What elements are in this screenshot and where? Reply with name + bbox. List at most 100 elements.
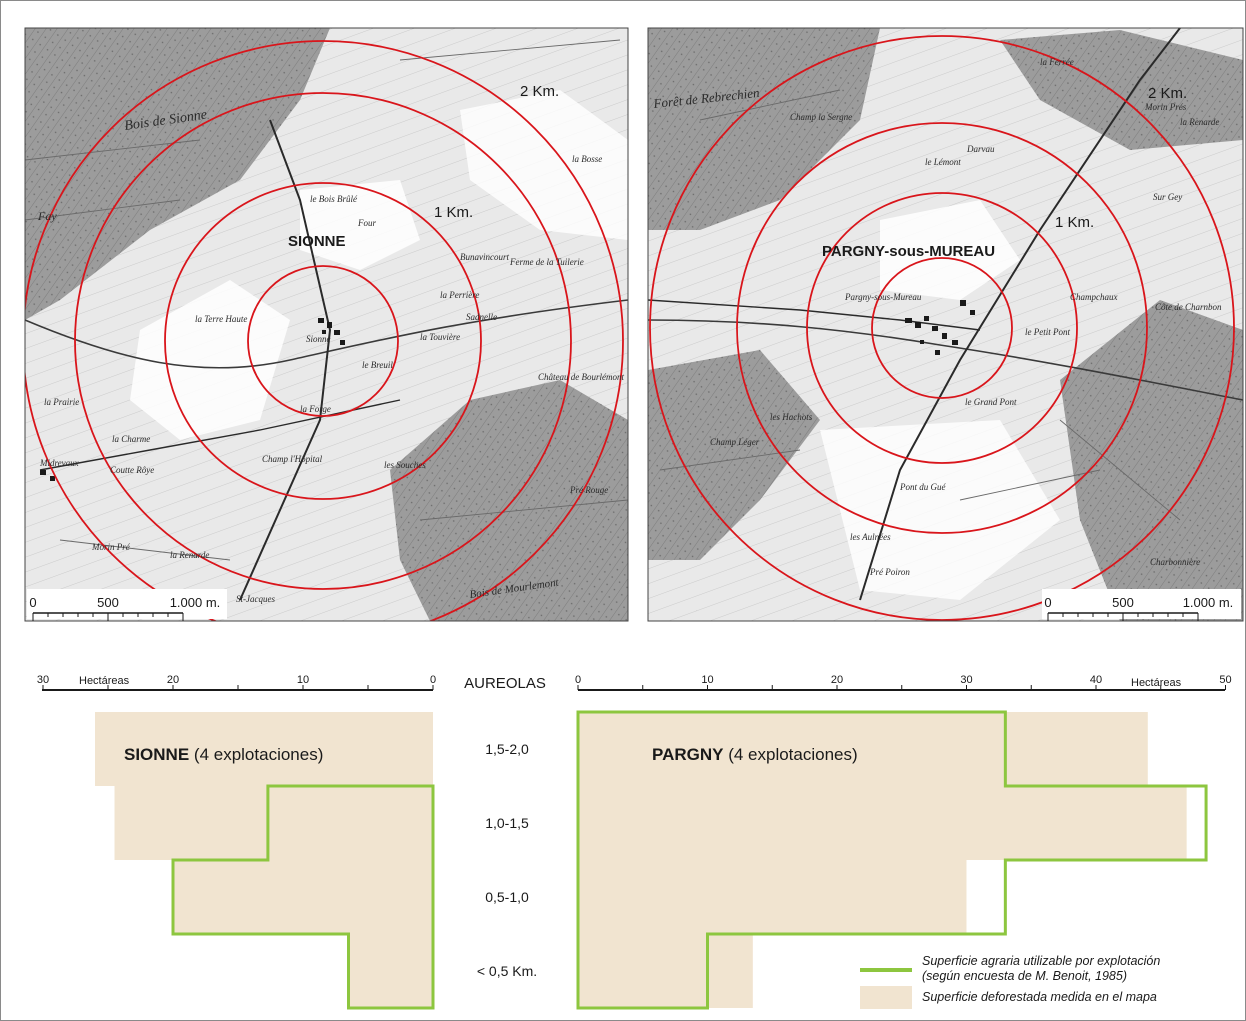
sionne-agrarian-outline — [171, 784, 435, 1010]
place-name: Côte de Charnbon — [1155, 302, 1222, 312]
place-name: Pont du Gué — [899, 482, 946, 492]
left-unit-label: Hectáreas — [79, 675, 130, 687]
place-name: Coutte Rôye — [110, 465, 154, 475]
place-name: St-Jacques — [236, 594, 275, 604]
sionne-deforested-bar — [348, 934, 433, 1008]
place-name: le Petit Pont — [1025, 327, 1070, 337]
road — [239, 119, 332, 601]
panel-title-pargny: PARGNY (4 explotaciones) — [652, 745, 858, 764]
scale-tick-0: 0 — [1044, 595, 1051, 610]
left-axis-tick-label: 0 — [430, 674, 436, 686]
right-axis: 0 10 20 30 40 50 — [575, 674, 1232, 691]
pargny-deforested-bar — [578, 786, 1187, 860]
right-axis-tick-label: 10 — [701, 674, 713, 686]
panel-title-pargny-name: PARGNY — [652, 745, 724, 764]
left-axis: 30 20 10 0 — [37, 674, 436, 691]
panel-title-sionne-name: SIONNE — [124, 745, 189, 764]
sionne-deforested-bar — [95, 712, 433, 786]
forest-area — [1000, 30, 1243, 150]
forest-area — [648, 28, 880, 230]
sionne-deforested-bar — [114, 786, 433, 860]
place-name: les Hachots — [770, 412, 813, 422]
ring-label-2km: 2 Km. — [520, 83, 559, 100]
right-axis-tick-label: 40 — [1090, 674, 1102, 686]
right-axis-tick-label: 0 — [575, 674, 581, 686]
map-pargny-border — [647, 27, 1244, 622]
legend-fill-swatch — [860, 986, 912, 1009]
left-axis-tick-label: 20 — [167, 674, 179, 686]
distance-rings — [649, 35, 1235, 621]
road — [648, 299, 981, 331]
pargny-deforested-bar — [578, 712, 1148, 786]
scale-ticks — [32, 613, 184, 621]
place-name: le Breuil — [362, 360, 393, 370]
category-labels: 1,5-2,0 1,0-1,5 0,5-1,0 < 0,5 Km. — [477, 741, 537, 979]
place-name: Morin Prés — [1144, 102, 1187, 112]
place-name: Fay — [37, 209, 57, 223]
place-name: la Renarde — [1180, 117, 1219, 127]
scale-tick-0: 0 — [29, 595, 36, 610]
ring-label-1km: 1 Km. — [434, 204, 473, 221]
place-name: Sadnelle — [466, 312, 497, 322]
place-name: les Aulnées — [850, 532, 891, 542]
left-axis-tick-label: 10 — [297, 674, 309, 686]
place-name: la Prairie — [44, 397, 79, 407]
place-name: Bunavincourt — [460, 252, 509, 262]
pargny-agrarian-outline — [576, 710, 1208, 1010]
right-axis-tick-label: 50 — [1219, 674, 1231, 686]
clearing-area — [460, 90, 628, 240]
village-houses — [40, 318, 345, 481]
panel-title-pargny-rest: (4 explotaciones) — [723, 745, 857, 764]
place-name: Pré Rouge — [569, 485, 608, 495]
place-name: Château de Bourlémont — [538, 372, 624, 382]
village-label-sionne: SIONNE — [288, 233, 346, 250]
forest-area — [390, 380, 628, 621]
road — [859, 28, 1181, 601]
scale-ticks — [1047, 613, 1199, 621]
distance-ring — [247, 265, 399, 417]
place-name: le Bois Brûlé — [310, 194, 358, 204]
place-name: la Perrière — [440, 290, 479, 300]
clearing-area — [880, 200, 1020, 300]
panel-title-sionne: SIONNE (4 explotaciones) — [124, 745, 323, 764]
place-name: la Renarde — [170, 550, 209, 560]
category-label: < 0,5 Km. — [477, 963, 537, 979]
river — [25, 299, 628, 369]
scale-bar-right: 0 500 1.000 m. — [1042, 589, 1241, 621]
place-name: les Souches — [384, 460, 426, 470]
sionne-deforested-bar — [173, 860, 433, 934]
river — [648, 319, 1243, 401]
ring-label-2km: 2 Km. — [1148, 85, 1187, 102]
pargny-deforested-bar — [578, 860, 967, 934]
place-name: Four — [357, 218, 376, 228]
sionne-bars — [95, 712, 435, 1010]
place-name: Midrevaux — [39, 458, 79, 468]
forest-area — [25, 28, 330, 320]
distance-ring — [871, 257, 1013, 399]
right-axis-tick-label: 20 — [831, 674, 843, 686]
distance-ring — [806, 192, 1078, 464]
legend-outline-text2: (según encuesta de M. Benoit, 1985) — [922, 969, 1127, 983]
place-name: la Forge — [300, 404, 331, 414]
legend-fill-text: Superficie deforestada medida en el mapa — [922, 990, 1157, 1004]
distance-ring — [74, 92, 572, 590]
legend-outline-swatch — [860, 968, 912, 972]
aureolas-chart: 30 20 10 0 0 10 20 30 40 50 Hectáreas Hectáreas … — [37, 674, 1232, 1010]
field-boundary — [25, 39, 628, 561]
scale-tick-1000: 1.000 m. — [170, 595, 221, 610]
place-name: le Grand Pont — [965, 397, 1017, 407]
category-label: 0,5-1,0 — [485, 889, 529, 905]
map-sionne-border — [24, 27, 629, 622]
aureolas-label: AUREOLAS — [464, 675, 546, 692]
scale-bar-left: 0 500 1.000 m. — [27, 589, 227, 621]
distance-ring — [25, 40, 624, 621]
place-name: Champ la Sergne — [790, 112, 852, 122]
category-label: 1,0-1,5 — [485, 815, 529, 831]
place-name: la Bosse — [572, 154, 602, 164]
place-name: le Lémont — [925, 157, 961, 167]
distance-rings — [25, 40, 624, 621]
pargny-bars — [576, 710, 1208, 1010]
category-label: 1,5-2,0 — [485, 741, 529, 757]
